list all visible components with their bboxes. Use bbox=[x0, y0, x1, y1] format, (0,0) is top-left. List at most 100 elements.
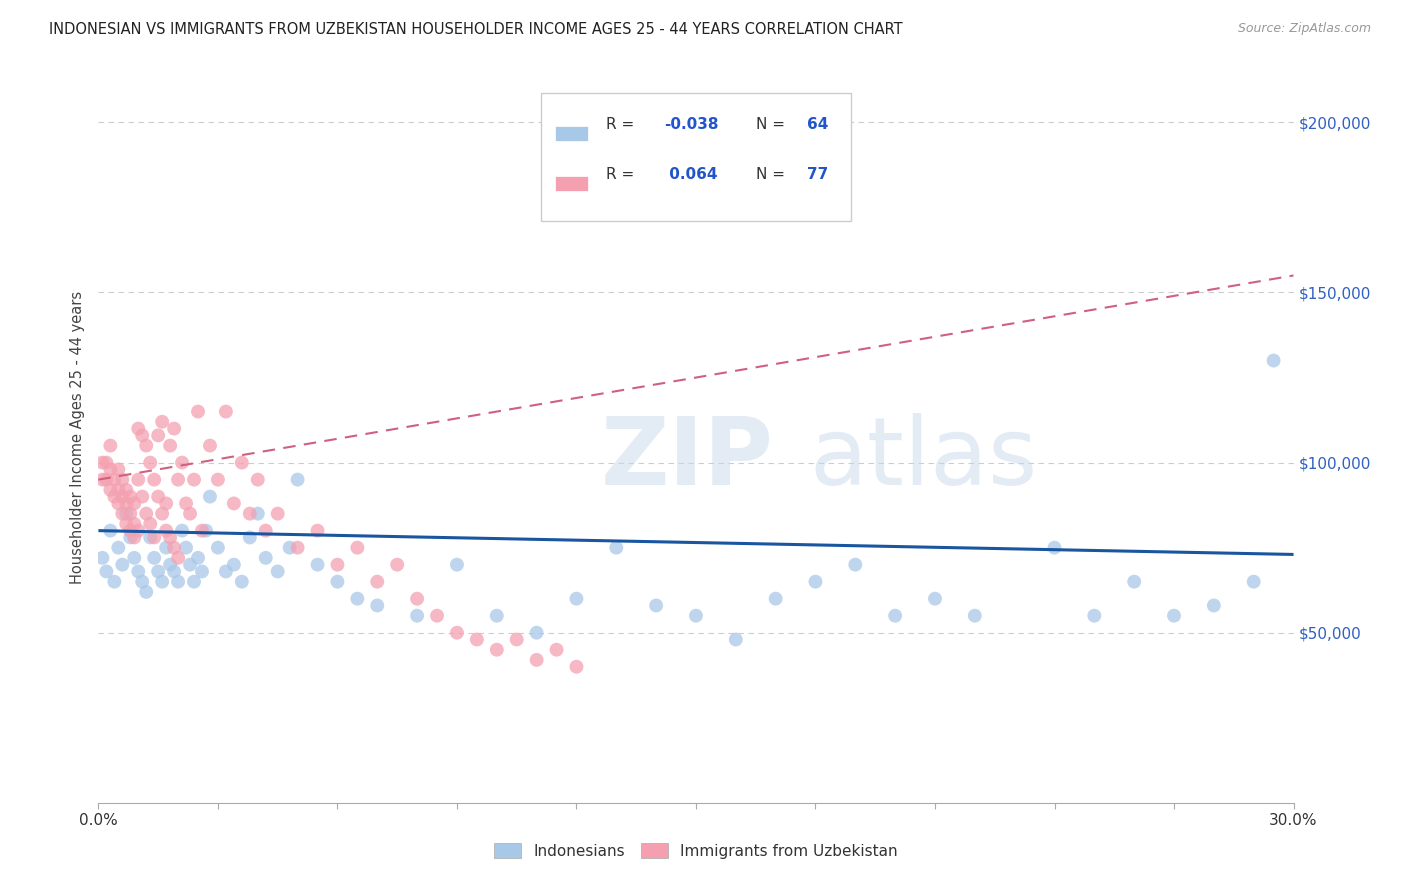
Point bbox=[366, 574, 388, 589]
Point bbox=[426, 608, 449, 623]
Point bbox=[385, 558, 409, 572]
Point bbox=[139, 531, 162, 545]
Point bbox=[120, 524, 142, 538]
Point bbox=[565, 659, 588, 673]
Y-axis label: Householder Income Ages 25 - 44 years: Householder Income Ages 25 - 44 years bbox=[70, 291, 86, 583]
Point bbox=[107, 496, 129, 510]
Point bbox=[307, 558, 329, 572]
Point bbox=[115, 496, 138, 510]
Point bbox=[506, 632, 529, 647]
Point bbox=[127, 473, 149, 487]
Point bbox=[183, 574, 205, 589]
Point bbox=[155, 524, 177, 538]
Point bbox=[120, 490, 142, 504]
Point bbox=[254, 524, 277, 538]
Point bbox=[207, 473, 229, 487]
Point bbox=[163, 421, 186, 435]
Point bbox=[924, 591, 946, 606]
Point bbox=[124, 550, 146, 565]
Point bbox=[91, 550, 114, 565]
Point bbox=[198, 439, 221, 453]
Point bbox=[98, 462, 122, 476]
Point bbox=[111, 473, 134, 487]
Point bbox=[163, 565, 186, 579]
Point bbox=[446, 558, 468, 572]
Point bbox=[167, 473, 190, 487]
Point bbox=[765, 591, 787, 606]
Point bbox=[115, 507, 138, 521]
Point bbox=[111, 490, 134, 504]
Point bbox=[239, 531, 262, 545]
FancyBboxPatch shape bbox=[555, 127, 589, 141]
Point bbox=[207, 541, 229, 555]
Point bbox=[446, 625, 468, 640]
Point bbox=[135, 439, 157, 453]
Text: INDONESIAN VS IMMIGRANTS FROM UZBEKISTAN HOUSEHOLDER INCOME AGES 25 - 44 YEARS C: INDONESIAN VS IMMIGRANTS FROM UZBEKISTAN… bbox=[49, 22, 903, 37]
Point bbox=[605, 541, 627, 555]
Point bbox=[98, 483, 122, 497]
Point bbox=[172, 524, 194, 538]
Point bbox=[326, 558, 349, 572]
Point bbox=[191, 524, 214, 538]
Point bbox=[124, 496, 146, 510]
Point bbox=[131, 490, 153, 504]
Point bbox=[148, 565, 170, 579]
Point bbox=[107, 541, 129, 555]
Point bbox=[143, 550, 166, 565]
Point bbox=[131, 428, 153, 442]
Point bbox=[148, 490, 170, 504]
Point bbox=[159, 558, 181, 572]
Point bbox=[115, 483, 138, 497]
Point bbox=[526, 653, 548, 667]
Point bbox=[107, 483, 129, 497]
Point bbox=[179, 558, 201, 572]
Point bbox=[107, 462, 129, 476]
Point bbox=[198, 490, 221, 504]
Point bbox=[111, 558, 134, 572]
Point bbox=[307, 524, 329, 538]
Point bbox=[103, 574, 125, 589]
Point bbox=[135, 507, 157, 521]
Point bbox=[183, 473, 205, 487]
Point bbox=[406, 608, 429, 623]
Point bbox=[167, 574, 190, 589]
FancyBboxPatch shape bbox=[541, 94, 852, 220]
Point bbox=[1243, 574, 1265, 589]
Point bbox=[174, 541, 197, 555]
Point bbox=[278, 541, 301, 555]
Point bbox=[406, 591, 429, 606]
Point bbox=[159, 531, 181, 545]
Point bbox=[222, 496, 245, 510]
Point bbox=[139, 456, 162, 470]
Point bbox=[326, 574, 349, 589]
Point bbox=[1263, 353, 1285, 368]
Point bbox=[120, 531, 142, 545]
Point bbox=[143, 473, 166, 487]
Point bbox=[1163, 608, 1185, 623]
Point bbox=[139, 516, 162, 531]
Point bbox=[187, 550, 209, 565]
Point bbox=[127, 565, 149, 579]
Point bbox=[1202, 599, 1225, 613]
Point bbox=[246, 473, 269, 487]
Text: 77: 77 bbox=[807, 168, 828, 183]
Point bbox=[131, 574, 153, 589]
Point bbox=[287, 541, 309, 555]
Point bbox=[96, 565, 118, 579]
Point bbox=[174, 496, 197, 510]
Point bbox=[546, 642, 568, 657]
Point bbox=[103, 490, 125, 504]
Text: 0.064: 0.064 bbox=[664, 168, 717, 183]
Point bbox=[346, 541, 368, 555]
Point bbox=[179, 507, 201, 521]
Point bbox=[222, 558, 245, 572]
Point bbox=[366, 599, 388, 613]
Point bbox=[246, 507, 269, 521]
Text: N =: N = bbox=[756, 168, 790, 183]
Text: Source: ZipAtlas.com: Source: ZipAtlas.com bbox=[1237, 22, 1371, 36]
Point bbox=[96, 456, 118, 470]
Point bbox=[267, 565, 290, 579]
Point bbox=[150, 415, 173, 429]
Point bbox=[465, 632, 488, 647]
Point bbox=[135, 585, 157, 599]
